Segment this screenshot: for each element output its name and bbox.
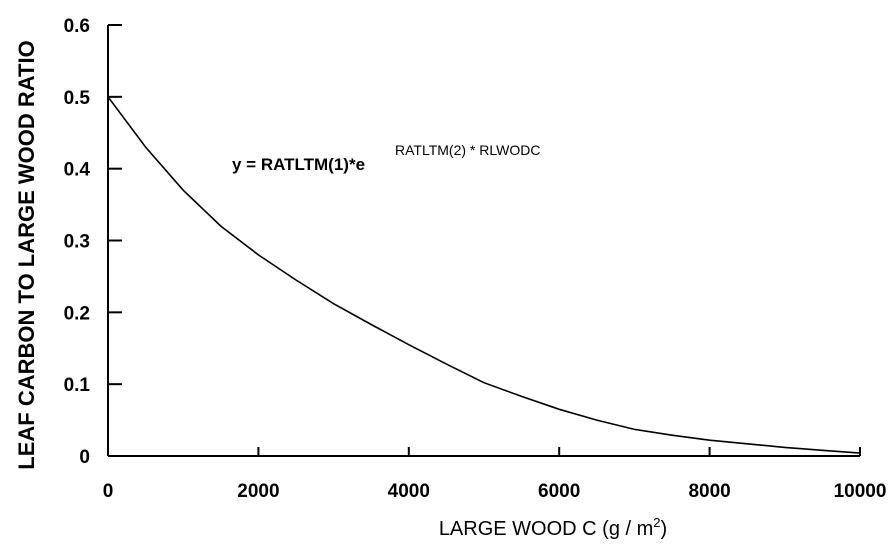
equation-exponent: RATLTM(2) * RLWODC — [395, 142, 540, 158]
x-axis-title: LARGE WOOD C (g / m2) — [439, 515, 667, 540]
x-axis-title-text: LARGE WOOD C (g / m — [439, 518, 653, 540]
y-tick-label: 0.6 — [64, 16, 90, 37]
series-line — [107, 96, 861, 454]
y-tick-label: 0.3 — [64, 232, 90, 253]
y-ticks-group: 0 0.1 0.2 0.3 0.4 0.5 0.6 — [64, 16, 122, 468]
y-tick-label: 0.4 — [64, 160, 91, 181]
equation-annotation: y = RATLTM(1)*e — [232, 155, 365, 174]
x-axis-title-end: ) — [661, 518, 668, 540]
y-tick-label: 0.2 — [64, 303, 90, 324]
x-tick-label: 8000 — [688, 481, 730, 502]
x-tick-label: 0 — [103, 481, 114, 502]
y-tick-label: 0.1 — [64, 375, 91, 396]
x-tick-label: 4000 — [388, 481, 430, 502]
y-axis-title: LEAF CARBON TO LARGE WOOD RATIO — [14, 40, 39, 469]
x-ticks-group: 0 2000 4000 6000 8000 10000 — [103, 447, 887, 502]
x-axis-title-superscript: 2 — [653, 515, 660, 530]
y-tick-label: 0 — [79, 447, 90, 468]
y-tick-label: 0.5 — [64, 88, 91, 109]
x-tick-label: 10000 — [834, 481, 887, 502]
x-tick-label: 6000 — [538, 481, 580, 502]
equation-superscript: RATLTM(2) * RLWODC — [395, 142, 540, 158]
x-tick-label: 2000 — [237, 481, 279, 502]
equation-main: y = RATLTM(1)*e — [232, 155, 365, 174]
